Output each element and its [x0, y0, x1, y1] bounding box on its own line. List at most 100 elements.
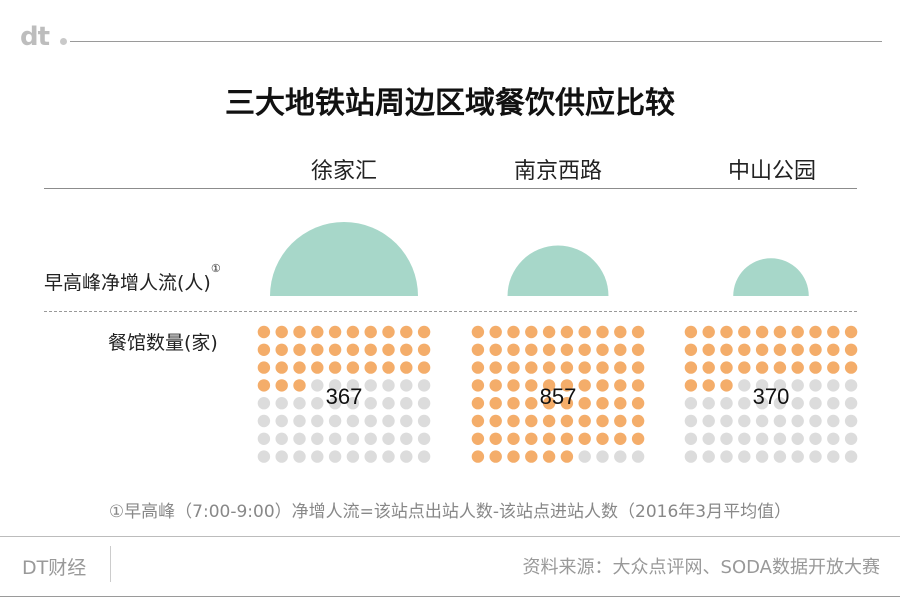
restaurant-dot-2-57	[809, 414, 822, 428]
restaurant-dot-2-43	[738, 397, 751, 410]
restaurant-dot-1-1	[489, 325, 502, 339]
restaurant-dot-2-79	[844, 450, 858, 463]
restaurant-dot-1-58	[614, 414, 627, 428]
restaurant-dot-1-67	[596, 432, 609, 445]
logo-dot	[60, 38, 67, 45]
restaurant-dot-0-18	[400, 343, 413, 356]
restaurant-dot-0-11	[275, 343, 288, 356]
restaurant-dot-0-13	[311, 343, 324, 356]
restaurant-dot-1-64	[542, 432, 556, 445]
restaurant-dot-2-35	[773, 379, 787, 392]
restaurant-dot-1-52	[507, 414, 520, 428]
restaurant-dot-0-49	[417, 397, 431, 410]
restaurant-dot-0-55	[346, 414, 360, 428]
restaurant-dot-2-25	[773, 361, 787, 374]
restaurant-dot-1-77	[596, 450, 609, 463]
restaurant-dot-1-19	[631, 343, 645, 356]
restaurant-dot-2-42	[720, 397, 733, 410]
restaurant-dot-0-24	[328, 361, 342, 374]
restaurant-dot-2-75	[773, 450, 787, 463]
restaurant-dot-0-59	[417, 414, 431, 428]
footnote-marker: ①	[210, 262, 221, 275]
restaurant-dot-1-11	[489, 343, 502, 356]
restaurant-dot-0-17	[382, 343, 395, 356]
restaurant-dot-1-36	[578, 379, 591, 392]
restaurant-dot-2-33	[738, 379, 751, 392]
restaurant-dot-1-75	[560, 450, 574, 463]
restaurant-dot-1-66	[578, 432, 591, 445]
restaurant-dot-0-73	[311, 450, 324, 463]
restaurant-dot-1-69	[631, 432, 645, 445]
restaurant-dot-1-7	[596, 325, 609, 339]
restaurant-dot-2-58	[827, 414, 840, 428]
restaurant-dot-0-42	[293, 397, 306, 410]
restaurant-dot-2-9	[844, 325, 858, 339]
restaurant-dot-2-41	[702, 397, 715, 410]
restaurant-dot-1-74	[542, 450, 556, 463]
restaurant-dot-2-40	[684, 397, 698, 410]
restaurant-dot-2-55	[773, 414, 787, 428]
restaurant-dot-2-8	[827, 325, 840, 339]
restaurant-dot-1-48	[614, 397, 627, 410]
restaurant-dot-2-54	[755, 414, 769, 428]
restaurant-dot-2-0	[684, 325, 698, 339]
restaurant-dot-2-47	[809, 397, 822, 410]
restaurant-dot-1-68	[614, 432, 627, 445]
restaurant-dot-2-62	[720, 432, 733, 445]
restaurant-dot-2-69	[844, 432, 858, 445]
restaurant-dot-2-49	[844, 397, 858, 410]
restaurant-dot-0-48	[400, 397, 413, 410]
restaurant-dot-1-61	[489, 432, 502, 445]
restaurant-dot-0-72	[293, 450, 306, 463]
inflow-semicircle-2	[733, 258, 809, 296]
restaurant-count-label-0: 367	[326, 384, 363, 409]
restaurant-dot-0-79	[417, 450, 431, 463]
inflow-semicircle-1	[507, 245, 609, 296]
header-divider	[44, 188, 857, 189]
restaurant-dot-1-28	[614, 361, 627, 374]
restaurant-dot-1-32	[507, 379, 520, 392]
restaurant-dot-1-41	[489, 397, 502, 410]
restaurant-dot-1-13	[525, 343, 538, 356]
restaurant-dot-0-30	[257, 379, 271, 392]
restaurant-dot-2-39	[844, 379, 858, 392]
restaurant-dot-1-5	[560, 325, 574, 339]
restaurant-dot-1-25	[560, 361, 574, 374]
restaurant-dot-2-24	[755, 361, 769, 374]
restaurant-dot-1-31	[489, 379, 502, 392]
restaurant-dot-2-50	[684, 414, 698, 428]
restaurant-dot-1-73	[525, 450, 538, 463]
station-label-xujiahui: 徐家汇	[310, 159, 377, 184]
source-label: 资料来源：大众点评网、SODA数据开放大赛	[522, 557, 880, 578]
restaurant-dot-0-3	[311, 325, 324, 339]
restaurant-dot-1-65	[560, 432, 574, 445]
restaurant-dot-2-28	[827, 361, 840, 374]
restaurant-dot-0-39	[417, 379, 431, 392]
restaurant-dot-1-37	[596, 379, 609, 392]
restaurant-dot-1-9	[631, 325, 645, 339]
restaurant-dot-0-36	[364, 379, 377, 392]
restaurant-dot-2-29	[844, 361, 858, 374]
restaurant-dot-2-20	[684, 361, 698, 374]
restaurant-dot-0-21	[275, 361, 288, 374]
restaurant-dot-2-34	[755, 379, 769, 392]
restaurant-dot-2-74	[755, 450, 769, 463]
restaurant-dot-0-23	[311, 361, 324, 374]
restaurant-dot-2-12	[720, 343, 733, 356]
restaurant-dot-1-16	[578, 343, 591, 356]
restaurant-dot-0-35	[346, 379, 360, 392]
restaurant-dot-1-49	[631, 397, 645, 410]
restaurant-dot-1-2	[507, 325, 520, 339]
restaurant-dot-1-35	[560, 379, 574, 392]
restaurant-dot-0-34	[328, 379, 342, 392]
restaurant-dot-2-65	[773, 432, 787, 445]
restaurant-dot-0-52	[293, 414, 306, 428]
restaurant-dot-0-16	[364, 343, 377, 356]
restaurant-dot-0-61	[275, 432, 288, 445]
restaurant-dot-2-48	[827, 397, 840, 410]
restaurant-dot-2-59	[844, 414, 858, 428]
restaurant-dot-2-76	[791, 450, 804, 463]
restaurant-dot-0-74	[328, 450, 342, 463]
restaurant-dot-1-27	[596, 361, 609, 374]
restaurant-dot-2-13	[738, 343, 751, 356]
